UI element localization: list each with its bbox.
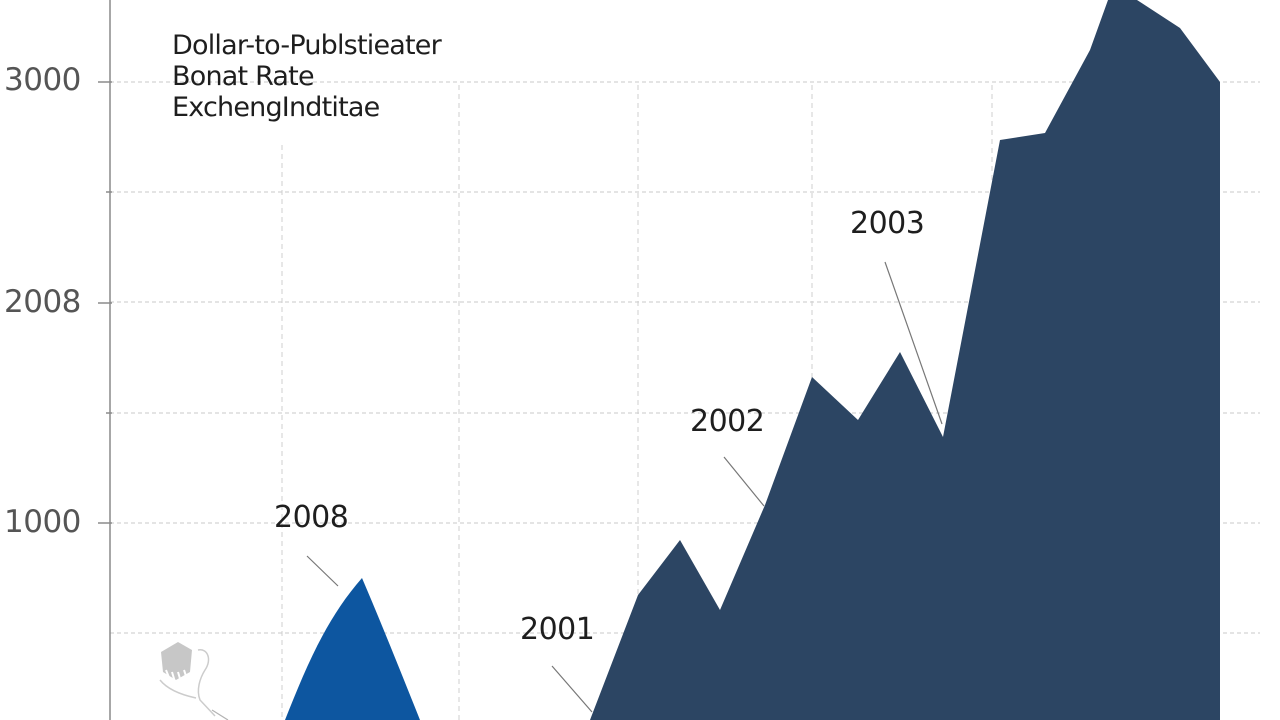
annotation-leaders (306, 261, 943, 713)
chart-title-line-1: Dollar-to-Publstieater (172, 30, 442, 61)
y-axis (98, 0, 112, 720)
secondary-area (285, 578, 420, 720)
y-tick-label-1000: 1000 (4, 504, 81, 540)
annotation-2002: 2002 (690, 404, 765, 439)
y-tick-label-2008: 2008 (4, 284, 81, 320)
annotation-2001: 2001 (520, 612, 595, 647)
chart-title-line-3: ExchengIndtitae (172, 92, 380, 123)
chart-title-line-2: Bonat Rate (172, 61, 315, 92)
annotation-2003: 2003 (850, 206, 925, 241)
main-area (590, 0, 1220, 720)
chart-title: Dollar-to-Publstieater Bonat Rate Exchen… (172, 30, 442, 123)
annotation-2008: 2008 (274, 500, 349, 535)
y-tick-label-3000: 3000 (4, 62, 81, 98)
hand-icon (159, 642, 229, 720)
